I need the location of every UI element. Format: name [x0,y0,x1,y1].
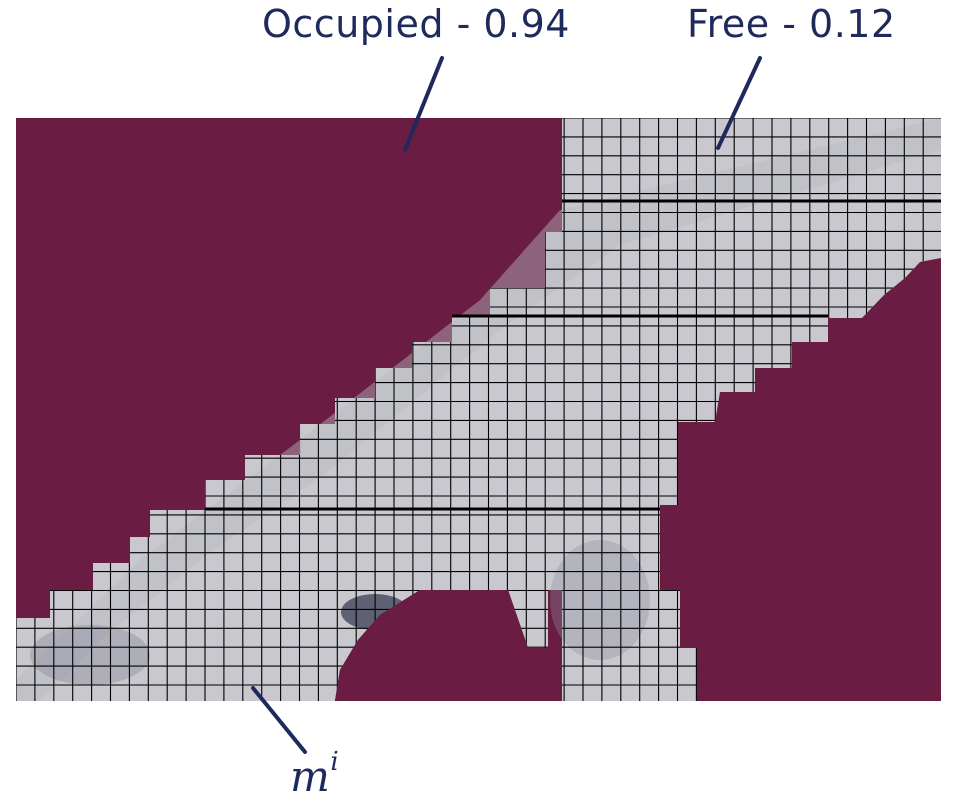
occupied-value: 0.94 [483,2,570,46]
pointer-occupied [403,56,444,152]
pointer-free [716,56,762,150]
road-texture [205,199,941,701]
free-separator: - [782,2,810,46]
road-shade [16,118,941,701]
map-cell-label: mi [290,747,339,801]
pointer-lines [251,56,762,754]
free-value: 0.12 [809,2,896,46]
map-symbol: m [290,752,331,801]
shadow-blotch [30,625,150,685]
free-name: Free [687,2,770,46]
occupied-arch-cover [335,590,548,701]
shadow-blotch [550,540,650,660]
free-region [16,118,941,701]
occupied-label: Occupied - 0.94 [262,2,570,46]
occupied-name: Occupied [262,2,444,46]
free-label: Free - 0.12 [687,2,896,46]
map-index: i [330,747,340,777]
occupied-separator: - [456,2,484,46]
pointer-mi [251,686,307,754]
